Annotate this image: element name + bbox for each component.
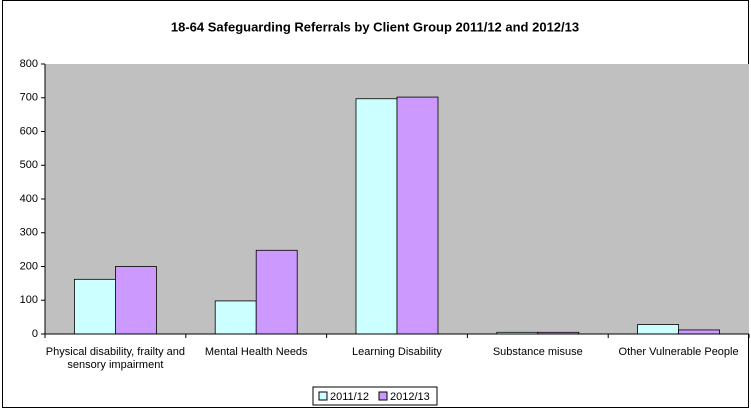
legend-label: 2011/12	[330, 391, 369, 403]
y-tick-label: 100	[20, 294, 38, 306]
legend-swatch	[378, 391, 388, 401]
y-tick-label: 600	[20, 125, 38, 137]
bar	[637, 324, 679, 335]
legend-box	[312, 386, 438, 406]
legend-label: 2012/13	[390, 391, 430, 403]
y-tick-label: 700	[20, 92, 38, 104]
chart-title: 18-64 Safeguarding Referrals by Client G…	[171, 19, 579, 34]
x-tick-label: Physical disability, frailty and sensory…	[45, 346, 185, 371]
bar	[74, 278, 116, 335]
y-tick-label: 400	[20, 193, 38, 205]
y-tick-label: 200	[20, 260, 38, 272]
x-tick-label: Other Vulnerable People	[618, 346, 739, 358]
x-tick-label: Learning Disability	[352, 346, 442, 358]
y-tick-label: 800	[20, 58, 38, 70]
y-tick-label: 0	[32, 328, 38, 340]
bar	[255, 249, 298, 335]
bar	[214, 300, 257, 335]
x-tick-label: Substance misuse	[492, 346, 583, 358]
x-tick-label: Mental Health Needs	[204, 346, 308, 358]
bar	[396, 96, 439, 335]
y-tick-label: 500	[20, 159, 38, 171]
y-tick-label: 300	[20, 227, 38, 239]
bar	[355, 98, 398, 335]
bar	[678, 329, 720, 335]
bar	[115, 266, 157, 335]
legend-swatch	[318, 391, 328, 401]
